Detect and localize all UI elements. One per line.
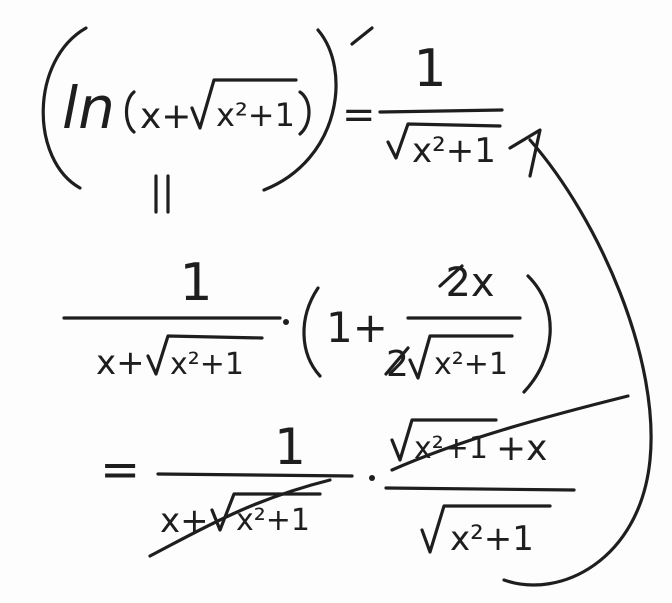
step1-multiply-dot [283,319,289,325]
step1-frac1-sqrt-sign [146,334,264,376]
step2-frac2-den-sqrt-sign [420,504,552,554]
small-right-paren [298,90,311,136]
lhs-arg-x: x+ [140,96,191,137]
vertical-equals-mark [154,174,170,214]
rhs-numerator: 1 [413,39,446,99]
small-left-paren [124,90,136,134]
result-connector-arrow [502,138,653,587]
cancel-line-frac2-numerator [390,394,630,472]
step1-frac2-numerator: 2x [445,260,494,306]
big-right-paren [262,28,338,192]
rhs-radicand: x²+1 [412,131,496,171]
step1-cancel-stroke-num [438,264,464,288]
prime-mark [350,26,374,46]
step2-frac1-den-x: x+ [160,501,209,541]
big-left-paren [41,26,88,190]
step1-one-plus: 1+ [326,303,388,352]
rhs-fraction-bar [378,108,504,114]
arrow-head [508,128,542,178]
step2-frac2-bar [384,486,576,492]
step2-frac1-numerator: 1 [274,418,306,476]
step1-left-paren [302,286,322,378]
step1-frac1-den-x: x+ [96,343,145,383]
step2-frac1-bar [156,472,354,478]
ln-function: ln [62,74,115,142]
rhs-sqrt-sign [386,122,502,160]
step2-frac2-den-radicand: x²+1 [450,519,534,559]
step1-right-paren [522,274,552,394]
lhs-sqrt-sign [190,78,298,130]
step1-cancel-stroke-den [384,346,410,376]
lhs-radicand: x²+1 [216,96,295,134]
step2-frac2-num-sqrt-sign [390,418,498,462]
step1-frac2-sqrt-sign [408,334,514,380]
step2-frac1-sqrt-sign [210,492,322,532]
lhs-equals: = [342,92,376,138]
step2-multiply-dot [369,475,375,481]
step1-frac2-den-radicand: x²+1 [434,347,508,382]
step1-frac1-numerator: 1 [179,253,212,313]
step1-frac1-den-radicand: x²+1 [170,347,244,382]
step2-frac2-num-tail: +x [496,428,547,469]
cancel-line-frac1-denominator [148,478,332,558]
step2-equals: = [100,442,140,498]
